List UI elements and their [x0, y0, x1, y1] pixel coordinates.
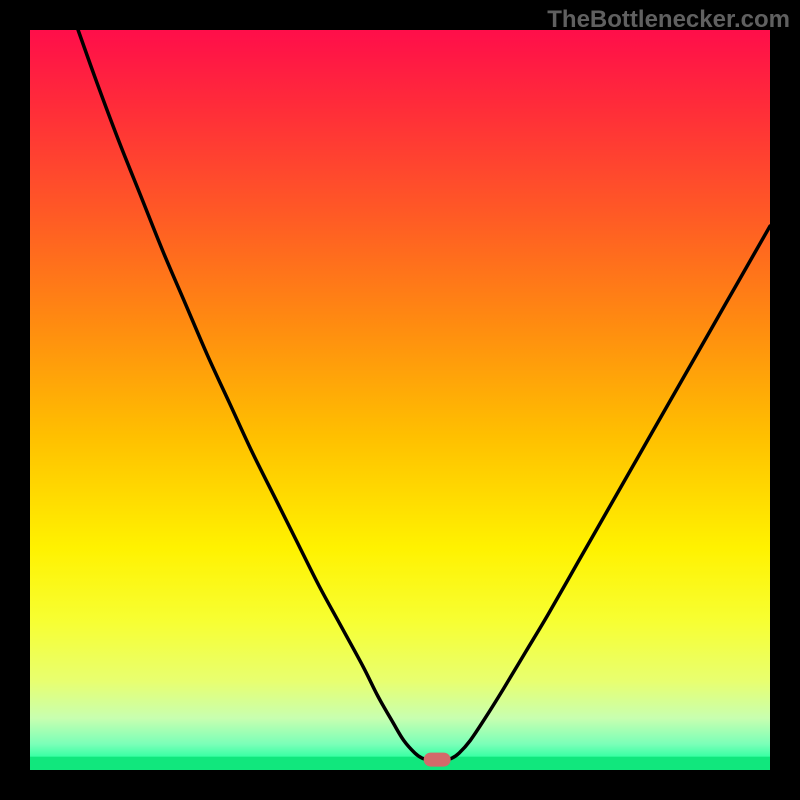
chart-container: TheBottlenecker.com — [0, 0, 800, 800]
plot-area — [30, 30, 770, 770]
bottleneck-curve — [30, 30, 770, 770]
optimal-marker — [424, 752, 451, 767]
